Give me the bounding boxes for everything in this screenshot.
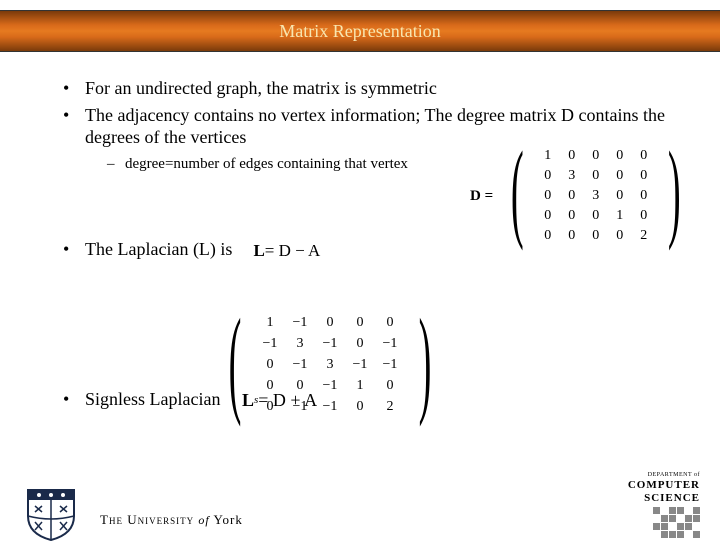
matrix-cell: 0 [315,315,345,331]
matrix-cell: 3 [285,336,315,352]
matrix-cell: 0 [632,208,656,224]
matrix-cell: 0 [536,228,560,244]
matrix-cell: −1 [315,336,345,352]
bullet-4-text: Signless Laplacian [85,389,220,409]
matrix-L-brackets: ( 1−1000−13−10−10−13−1−100−1100−1−102 ) [215,308,445,421]
matrix-cell: −1 [345,357,375,373]
matrix-cell: 1 [255,315,285,331]
matrix-cell: 2 [375,399,405,415]
matrix-cell: 1 [536,148,560,164]
right-paren-icon: ) [668,142,681,250]
equation-L: L = D − A [245,240,320,261]
right-paren-icon: ) [419,308,432,421]
matrix-cell: 0 [584,208,608,224]
matrix-cell: 0 [255,399,285,415]
matrix-cell: 0 [608,148,632,164]
matrix-D-brackets: ( 1000003000003000001000002 ) [499,142,692,250]
matrix-cell: −1 [315,378,345,394]
univ-name: University [127,512,194,527]
matrix-cell: 0 [255,357,285,373]
matrix-L-block: ( 1−1000−13−10−10−13−1−100−1100−1−102 ) [215,308,445,421]
matrix-cell: 3 [560,168,584,184]
cs-logo: DEPARTMENT of COMPUTER SCIENCE [628,472,700,538]
matrix-cell: 0 [345,336,375,352]
univ-york: York [213,512,242,527]
bullet-1: For an undirected graph, the matrix is s… [55,77,680,100]
cs-computer: COMPUTER [628,479,700,491]
eq-L-L: L [253,240,264,261]
matrix-cell: 2 [632,228,656,244]
matrix-cell: 0 [345,399,375,415]
matrix-cell: 0 [536,188,560,204]
matrix-cell: 0 [632,148,656,164]
matrix-D-label: D = [470,188,493,205]
matrix-cell: −1 [315,399,345,415]
matrix-cell: −1 [285,315,315,331]
matrix-cell: 0 [560,208,584,224]
matrix-cell: 0 [608,188,632,204]
matrix-cell: −1 [285,399,315,415]
univ-of: of [198,513,209,527]
matrix-cell: 3 [315,357,345,373]
left-paren-icon: ( [511,142,524,250]
bullet-3-text: The Laplacian (L) is [85,239,232,259]
matrix-cell: 3 [584,188,608,204]
matrix-cell: 1 [608,208,632,224]
matrix-cell: 0 [536,168,560,184]
matrix-cell: 0 [584,148,608,164]
matrix-cell: 0 [560,188,584,204]
matrix-cell: 0 [255,378,285,394]
slide-title: Matrix Representation [279,21,440,42]
matrix-cell: 0 [560,148,584,164]
matrix-cell: 0 [536,208,560,224]
title-bar: Matrix Representation [0,10,720,52]
matrix-cell: −1 [375,357,405,373]
matrix-cell: 1 [345,378,375,394]
matrix-cell: 0 [584,168,608,184]
matrix-cell: −1 [285,357,315,373]
cs-science: SCIENCE [628,492,700,504]
matrix-cell: 0 [632,168,656,184]
bullet-2-text: The adjacency contains no vertex informa… [85,105,665,148]
matrix-cell: −1 [375,336,405,352]
matrix-cell: 0 [584,228,608,244]
university-shield-icon [24,486,78,542]
matrix-cell: 0 [608,168,632,184]
eq-L-rest: = D − A [265,240,321,261]
matrix-cell: 0 [345,315,375,331]
matrix-cell: 0 [560,228,584,244]
matrix-cell: 0 [375,315,405,331]
univ-the: The [100,512,123,527]
matrix-cell: 0 [285,378,315,394]
matrix-cell: 0 [632,188,656,204]
matrix-cell: 0 [608,228,632,244]
cs-pixel-icon [653,507,700,538]
matrix-D-grid: 1000003000003000001000002 [536,142,656,250]
cs-dept: DEPARTMENT of [628,472,700,478]
matrix-cell: −1 [255,336,285,352]
matrix-D-block: D = ( 1000003000003000001000002 ) [470,142,692,250]
footer: The University of York DEPARTMENT of COM… [0,484,720,544]
university-name: The University of York [100,512,243,528]
left-paren-icon: ( [229,308,242,421]
matrix-cell: 0 [375,378,405,394]
matrix-L-grid: 1−1000−13−10−10−13−1−100−1100−1−102 [255,308,405,421]
